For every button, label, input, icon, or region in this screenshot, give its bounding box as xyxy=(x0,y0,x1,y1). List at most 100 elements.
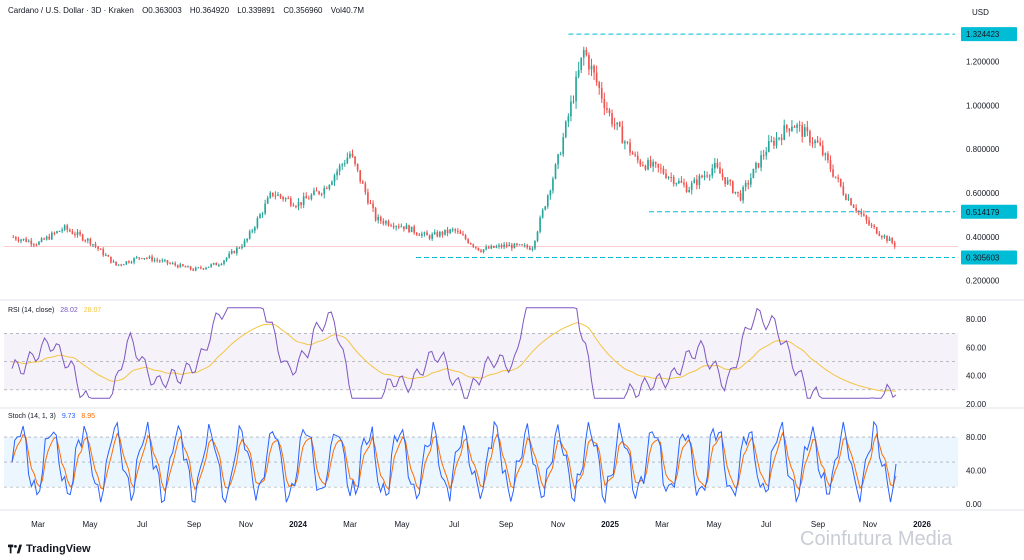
price-candle xyxy=(621,126,624,144)
price-candle xyxy=(210,264,212,267)
price-candle xyxy=(182,264,184,267)
price-candle xyxy=(428,235,431,239)
price-candle xyxy=(593,65,595,73)
price-candle xyxy=(171,263,174,265)
price-candle xyxy=(79,231,81,235)
price-candle xyxy=(433,232,436,235)
price-candle xyxy=(274,195,277,197)
price-candle xyxy=(25,238,27,242)
price-candle xyxy=(76,231,79,236)
price-candle xyxy=(161,260,164,262)
price-candle xyxy=(74,233,76,236)
price-candle xyxy=(418,234,421,236)
price-candle xyxy=(174,263,177,266)
symbol-title: Cardano / U.S. Dollar · 3D · Kraken xyxy=(8,6,134,15)
price-axis-tick: 0.600000 xyxy=(966,189,1000,198)
price-candle xyxy=(408,225,410,233)
price-candle xyxy=(377,216,380,221)
price-candle xyxy=(259,214,261,219)
price-candle xyxy=(539,217,541,232)
price-candle xyxy=(130,262,133,264)
watermark-text: Coinfutura Media xyxy=(800,528,953,550)
ohlc-high: H0.364920 xyxy=(189,6,230,15)
price-candle xyxy=(264,203,266,214)
rsi-axis-tick: 40.00 xyxy=(966,372,987,381)
price-candle xyxy=(824,153,827,155)
price-candle xyxy=(341,164,344,166)
price-candle xyxy=(513,243,516,249)
price-candle xyxy=(534,240,536,249)
price-candle xyxy=(624,141,626,144)
price-candle xyxy=(356,163,359,171)
price-candle xyxy=(747,182,750,185)
price-candle xyxy=(318,191,320,194)
price-candle xyxy=(626,141,629,143)
price-candle xyxy=(526,245,529,248)
price-candle xyxy=(336,171,338,176)
time-axis-label: Nov xyxy=(863,520,877,529)
price-candle xyxy=(110,256,112,263)
price-candle xyxy=(395,226,398,228)
price-candle xyxy=(202,268,205,270)
price-candle xyxy=(92,244,94,246)
price-candle xyxy=(228,253,230,258)
price-candle xyxy=(850,198,852,206)
price-candle xyxy=(45,236,48,240)
price-candle xyxy=(796,124,798,128)
time-axis-label: Mar xyxy=(343,520,357,529)
price-candle xyxy=(870,224,873,226)
price-candle xyxy=(572,101,575,103)
price-candle xyxy=(608,109,611,114)
tradingview-brand[interactable]: TradingView xyxy=(8,543,91,555)
price-candle xyxy=(477,247,480,251)
price-candle xyxy=(43,238,45,240)
price-candle xyxy=(138,257,141,259)
price-candle xyxy=(53,232,56,234)
price-candle xyxy=(459,231,462,234)
price-candle xyxy=(636,155,639,161)
price-candle xyxy=(508,244,511,247)
price-candle xyxy=(225,257,228,261)
rsi-legend: RSI (14, close) 28.02 28.07 xyxy=(8,307,101,314)
price-candle xyxy=(847,198,850,200)
price-candle xyxy=(860,211,863,215)
price-candle xyxy=(719,167,721,174)
price-candle xyxy=(765,151,768,156)
price-candle xyxy=(40,238,43,242)
rsi-axis-tick: 20.00 xyxy=(966,400,987,409)
price-candle xyxy=(297,202,300,207)
price-candle xyxy=(631,152,634,155)
time-axis-label: Sep xyxy=(499,520,514,529)
price-candle xyxy=(603,98,606,109)
price-candle xyxy=(523,245,526,247)
time-axis-label: Jul xyxy=(761,520,771,529)
price-candle xyxy=(403,226,405,230)
price-candle xyxy=(549,190,552,196)
time-axis-label: Nov xyxy=(551,520,565,529)
price-candle xyxy=(233,251,236,254)
price-candle xyxy=(760,155,762,168)
price-axis-tick: 1.200000 xyxy=(966,57,1000,66)
price-candle xyxy=(313,190,315,195)
price-candle xyxy=(266,197,269,204)
time-axis-label: May xyxy=(82,520,97,529)
time-axis-label: Sep xyxy=(811,520,826,529)
price-candle xyxy=(238,247,241,249)
price-candle xyxy=(146,258,148,260)
price-candle xyxy=(200,267,202,269)
price-axis-tick: 0.800000 xyxy=(966,145,1000,154)
price-candle xyxy=(66,225,69,230)
price-candle xyxy=(176,265,179,268)
price-candle xyxy=(670,177,672,179)
price-candle xyxy=(300,202,302,205)
price-candle xyxy=(770,140,773,142)
price-candle xyxy=(282,196,284,200)
price-candle xyxy=(284,198,287,200)
price-candle xyxy=(269,192,272,198)
chart-legend-header: Cardano / U.S. Dollar · 3D · Kraken O0.3… xyxy=(8,6,370,15)
price-candle xyxy=(243,240,246,247)
price-candle xyxy=(212,263,215,265)
price-candle xyxy=(400,226,403,228)
price-candle xyxy=(678,180,680,184)
price-candle xyxy=(564,121,567,138)
